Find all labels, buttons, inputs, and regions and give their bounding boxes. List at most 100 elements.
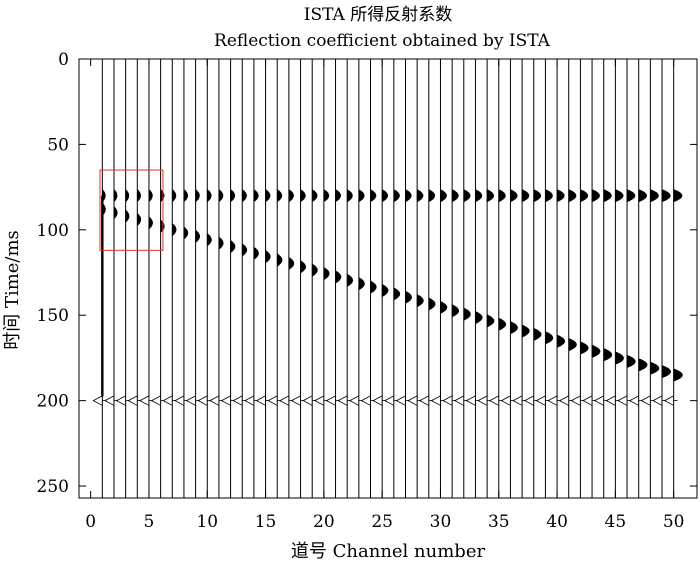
reflection-dipping — [440, 300, 448, 315]
reflection-flat — [311, 188, 318, 203]
wavelet-pulse — [547, 395, 558, 406]
x-tick-label: 30 — [430, 512, 452, 532]
trace — [348, 59, 365, 498]
highlight-box-group — [99, 169, 164, 251]
reflection-dipping — [568, 337, 577, 352]
reflection-flat — [171, 188, 177, 203]
reflection-dipping — [416, 293, 424, 308]
reflection-flat — [125, 188, 130, 203]
wavelet-pulse — [185, 395, 196, 406]
trace — [325, 59, 342, 498]
trace — [255, 59, 271, 498]
trace — [442, 59, 460, 498]
reflection-flat — [358, 188, 365, 203]
wavelet-pulse — [360, 395, 371, 406]
trace — [535, 59, 554, 498]
wavelet-pulse — [115, 395, 126, 406]
reflection-flat — [148, 188, 153, 203]
reflection-dipping — [300, 260, 306, 274]
trace — [628, 59, 648, 498]
wavelet-pulse — [92, 395, 103, 406]
reflection-dipping — [603, 348, 613, 362]
reflection-dipping — [183, 226, 189, 240]
reflection-flat — [533, 189, 542, 203]
chart-title: ISTA 所得反射系数 — [304, 5, 452, 25]
reflection-dipping — [218, 236, 224, 250]
reflection-flat — [241, 188, 247, 203]
reflection-dipping — [113, 205, 118, 220]
wavelet-pulse — [570, 395, 581, 406]
reflection-flat — [451, 189, 459, 203]
reflection-flat — [486, 189, 495, 203]
reflection-flat — [381, 188, 389, 203]
trace — [652, 59, 672, 498]
trace — [314, 59, 330, 498]
plot-frame — [78, 58, 698, 499]
reflection-flat — [230, 188, 236, 203]
reflection-flat — [591, 189, 600, 203]
reflection-flat — [393, 189, 400, 203]
wavelet-pulse — [150, 395, 161, 406]
reflection-dipping — [335, 270, 342, 284]
reflection-flat — [335, 188, 342, 203]
reflection-dipping — [463, 307, 471, 321]
trace — [605, 59, 624, 498]
reflection-dipping — [206, 233, 212, 247]
wavelet-pulse — [232, 395, 243, 406]
traces-group — [92, 59, 683, 498]
wavelet-pulse — [174, 395, 185, 406]
trace — [104, 59, 118, 498]
trace — [267, 59, 283, 498]
trace — [477, 59, 495, 498]
y-tick-label: 50 — [47, 135, 69, 155]
wavelet-pulse — [488, 395, 499, 406]
reflection-flat — [218, 188, 224, 203]
wavelet-pulse — [220, 395, 231, 406]
reflection-dipping — [323, 266, 330, 281]
reflection-flat — [510, 189, 518, 203]
trace — [617, 59, 636, 498]
trace — [383, 59, 401, 498]
wavelet-pulse — [139, 395, 150, 406]
trace — [360, 59, 377, 498]
trace — [337, 59, 354, 498]
trace — [395, 59, 412, 498]
reflection-dipping — [137, 212, 142, 227]
wavelet-pulse — [558, 395, 569, 406]
wavelet-pulse — [348, 395, 360, 406]
trace — [488, 59, 507, 498]
reflection-flat — [673, 189, 683, 203]
trace — [127, 59, 142, 498]
reflection-dipping — [486, 314, 495, 328]
wavelet-pulse — [267, 395, 278, 406]
x-tick-label: 40 — [546, 512, 568, 532]
wavelet-pulse — [593, 395, 604, 406]
reflection-flat — [276, 188, 283, 203]
reflection-dipping — [510, 321, 518, 335]
reflection-dipping — [475, 310, 483, 325]
trace — [593, 59, 613, 498]
trace — [663, 59, 683, 498]
trace — [150, 59, 165, 498]
reflection-dipping — [370, 280, 377, 294]
wavelet-pulse — [314, 395, 325, 406]
reflection-flat — [253, 188, 259, 203]
x-tick-label: 35 — [488, 512, 510, 532]
reflection-flat — [428, 189, 436, 203]
trace — [547, 59, 566, 498]
trace — [640, 59, 660, 498]
reflection-flat — [195, 188, 200, 203]
reflection-dipping — [311, 263, 318, 277]
reflection-flat — [265, 188, 271, 203]
reflection-dipping — [276, 253, 283, 267]
x-axis: 0 5 10 15 20 25 30 35 40 45 50 — [85, 59, 684, 532]
x-tick-label: 0 — [85, 512, 96, 532]
reflection-dipping — [125, 209, 130, 223]
trace — [372, 59, 389, 498]
reflection-flat — [475, 189, 483, 203]
reflection-flat — [160, 188, 165, 203]
y-tick-label: 150 — [37, 306, 69, 326]
trace — [430, 59, 448, 498]
y-tick-label: 0 — [58, 50, 69, 70]
